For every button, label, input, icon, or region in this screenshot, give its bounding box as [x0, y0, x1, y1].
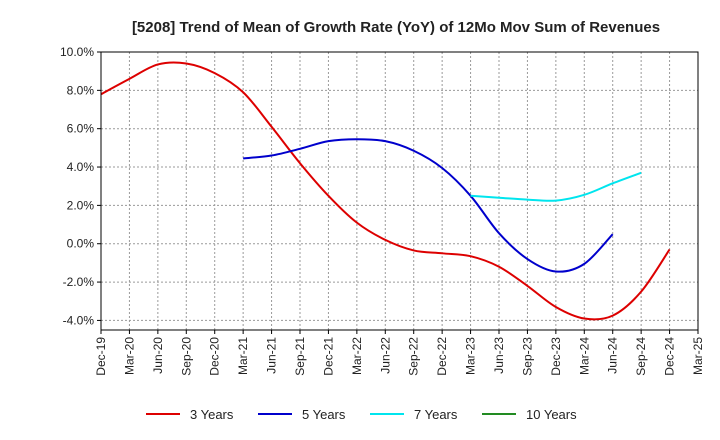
y-tick-label: 8.0%	[67, 83, 95, 97]
x-tick-label: Mar-25	[691, 337, 705, 375]
x-tick-label: Mar-23	[464, 337, 478, 375]
x-tick-label: Jun-22	[378, 337, 392, 374]
x-tick-label: Sep-22	[407, 337, 421, 376]
x-tick-label: Mar-24	[577, 337, 591, 375]
x-tick-label: Sep-24	[634, 337, 648, 376]
y-tick-label: 4.0%	[67, 160, 95, 174]
y-tick-label: 10.0%	[60, 45, 94, 59]
plot-area-frame	[100, 51, 699, 331]
series-line-7-years	[470, 171, 642, 202]
x-tick-label: Dec-19	[94, 337, 108, 376]
x-tick-label: Jun-24	[606, 337, 620, 374]
y-tick-label: 6.0%	[67, 122, 95, 136]
x-tick-label: Sep-20	[179, 337, 193, 376]
chart-title: [5208] Trend of Mean of Growth Rate (YoY…	[132, 19, 660, 36]
x-tick-label: Dec-22	[435, 337, 449, 376]
y-axis-ticks: 10.0% 8.0% 6.0% 4.0% 2.0% 0.0% -2.0% -4.0%	[60, 45, 101, 327]
x-tick-label: Jun-21	[265, 337, 279, 374]
x-tick-label: Jun-20	[151, 337, 165, 374]
series-lines	[100, 61, 671, 321]
legend-label-3-years: 3 Years	[190, 407, 234, 422]
x-tick-label: Mar-20	[122, 337, 136, 375]
y-tick-label: -4.0%	[63, 313, 95, 327]
x-tick-label: Mar-22	[350, 337, 364, 375]
x-tick-label: Sep-23	[520, 337, 534, 376]
x-tick-label: Dec-21	[321, 337, 335, 376]
x-tick-label: Jun-23	[492, 337, 506, 374]
y-tick-label: 2.0%	[67, 198, 95, 212]
y-tick-label: -2.0%	[63, 275, 95, 289]
legend: 3 Years 5 Years 7 Years 10 Years	[146, 407, 577, 422]
x-tick-label: Dec-23	[549, 337, 563, 376]
x-tick-label: Dec-20	[208, 337, 222, 376]
x-tick-label: Sep-21	[293, 337, 307, 376]
x-axis-ticks: Dec-19 Mar-20 Jun-20 Sep-20 Dec-20 Mar-21 Jun-…	[94, 330, 705, 376]
x-tick-label: Dec-24	[663, 337, 677, 376]
grid	[100, 51, 699, 330]
series-line-5-years	[243, 138, 614, 273]
legend-label-10-years: 10 Years	[526, 407, 577, 422]
series-line-3-years	[100, 61, 671, 321]
y-tick-label: 0.0%	[67, 237, 95, 251]
legend-label-5-years: 5 Years	[302, 407, 346, 422]
x-tick-label: Mar-21	[236, 337, 250, 375]
legend-label-7-years: 7 Years	[414, 407, 458, 422]
